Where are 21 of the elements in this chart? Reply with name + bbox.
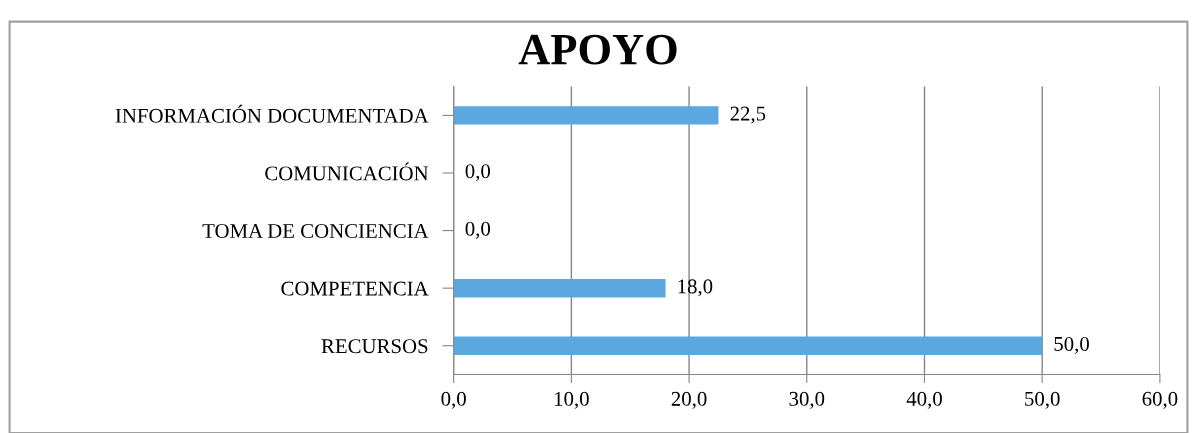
bar (453, 278, 666, 298)
data-label: 22,5 (730, 106, 766, 124)
chart-title: APOYO (518, 34, 677, 65)
data-label: 0,0 (465, 164, 491, 182)
bar (453, 106, 719, 125)
data-label: 0,0 (465, 221, 491, 239)
data-label: 50,0 (1054, 336, 1089, 354)
x-tick-label: 10,0 (554, 391, 589, 409)
x-tick-label: 0,0 (441, 391, 466, 409)
x-tick-label: 30,0 (789, 391, 825, 409)
y-tick-label: COMUNICACIÓN (265, 162, 429, 181)
x-tick-label: 60,0 (1142, 391, 1178, 409)
y-tick-label: INFORMACIÓN DOCUMENTADA (115, 104, 429, 123)
y-tick-label: COMPETENCIA (281, 281, 429, 296)
data-label: 18,0 (678, 279, 713, 297)
x-tick-label: 50,0 (1025, 391, 1060, 409)
x-tick-label: 20,0 (671, 391, 707, 409)
y-tick-label: RECURSOS (321, 339, 428, 354)
x-tick-label: 40,0 (906, 391, 942, 409)
y-tick-label: TOMA DE CONCIENCIA (202, 224, 429, 239)
bar (453, 336, 1043, 355)
